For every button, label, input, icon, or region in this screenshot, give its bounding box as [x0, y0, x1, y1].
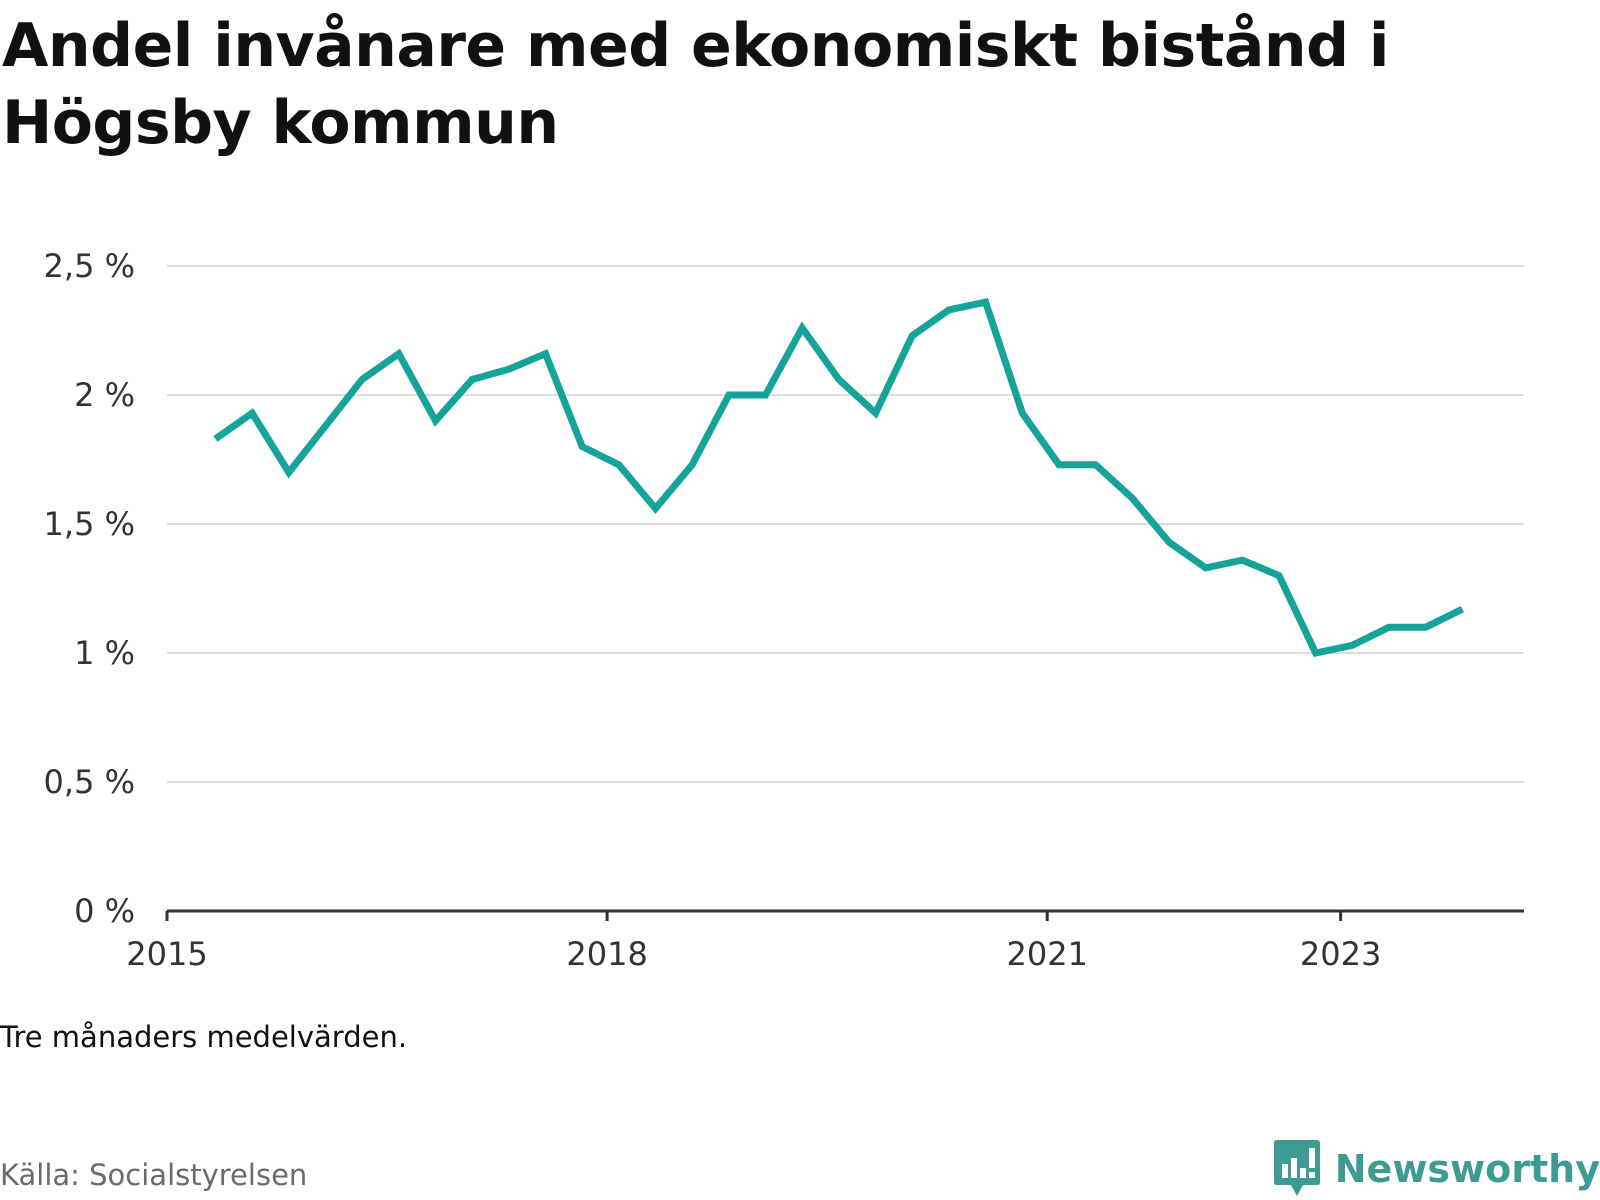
series-line [213, 298, 1464, 657]
y-tick-label: 2,5 % [44, 247, 135, 285]
source-credit: Källa: Socialstyrelsen [0, 1158, 308, 1192]
x-axis: 2015 2018 2021 2023 [126, 909, 1524, 973]
chart-title: Andel invånare med ekonomiskt bistånd i … [2, 11, 1389, 158]
brand-logo[interactable]: Newsworthy [1273, 1138, 1600, 1200]
gridlines [167, 265, 1524, 783]
newsworthy-logo-icon [1273, 1140, 1320, 1196]
y-tick-label: 0 % [74, 892, 135, 930]
brand-name: Newsworthy [1334, 1147, 1600, 1191]
x-tick-label: 2023 [1300, 935, 1381, 973]
y-tick-label: 1,5 % [44, 505, 135, 543]
line-chart: 0 % 0,5 % 1 % 1,5 % 2 % 2,5 % 2015 2018 2021 202… [44, 247, 1524, 973]
y-axis: 0 % 0,5 % 1 % 1,5 % 2 % 2,5 % [44, 247, 135, 930]
x-tick-label: 2015 [126, 935, 207, 973]
chart-note: Tre månaders medelvärden. [0, 1020, 408, 1054]
x-tick-label: 2021 [1006, 935, 1087, 973]
y-tick-label: 2 % [74, 376, 135, 414]
y-tick-label: 0,5 % [44, 763, 135, 801]
x-tick-label: 2018 [566, 935, 647, 973]
series-layer [213, 298, 1464, 657]
y-tick-label: 1 % [74, 634, 135, 672]
